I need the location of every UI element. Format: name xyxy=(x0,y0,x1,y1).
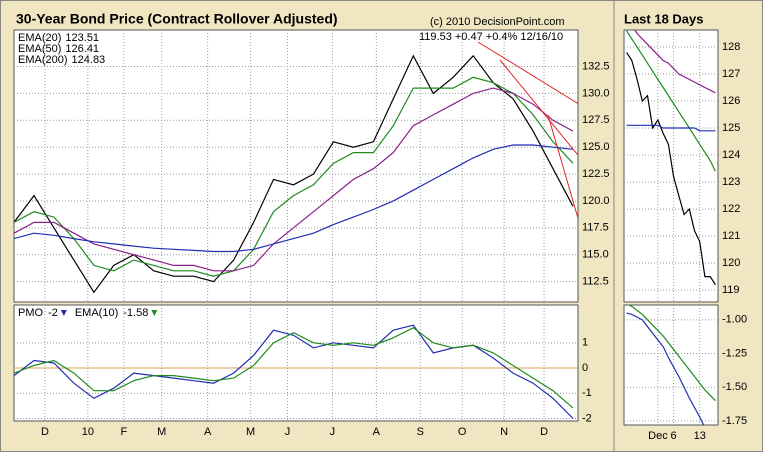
plot-area xyxy=(13,29,579,303)
x-tick-label: D xyxy=(41,426,49,438)
trend-lines xyxy=(477,41,578,221)
y-tick-label: -1 xyxy=(582,387,592,399)
series-line xyxy=(627,305,716,402)
x-tick-label: N xyxy=(500,426,508,438)
series-line xyxy=(634,30,716,94)
y-tick-label: 121 xyxy=(722,230,740,242)
legend-arrow xyxy=(60,310,67,316)
y-tick-label: -1.25 xyxy=(722,347,747,359)
plot-area xyxy=(13,304,579,422)
y-tick-label: 132.5 xyxy=(582,60,610,72)
x-tick-label: F xyxy=(120,426,127,438)
x-tick-label: O xyxy=(458,426,467,438)
series-line xyxy=(14,326,574,409)
legend-name: EMA(200) xyxy=(18,54,68,66)
y-tick-label: -1.00 xyxy=(722,314,747,326)
legend-value: -2 xyxy=(48,307,58,319)
x-tick-label: J xyxy=(285,426,291,438)
y-tick-label: 130.0 xyxy=(582,87,610,99)
series-line xyxy=(626,52,716,286)
legend-name: EMA(20) xyxy=(18,32,61,44)
plot-area xyxy=(623,304,719,426)
y-tick-label: -1.75 xyxy=(722,415,747,427)
x-tick-label: D xyxy=(540,426,548,438)
series-line xyxy=(14,144,574,253)
series-group xyxy=(626,30,716,286)
x-tick-label: 13 xyxy=(694,430,706,442)
x-tick-label: 10 xyxy=(82,426,94,438)
y-tick-label: 126 xyxy=(722,95,740,107)
plot-area xyxy=(623,29,719,303)
x-tick-label: A xyxy=(204,426,212,438)
legend-value: 124.83 xyxy=(72,54,106,66)
legend-name: EMA(10) xyxy=(75,307,118,319)
legend-value: -1.58 xyxy=(123,307,148,319)
trend-line xyxy=(499,59,578,156)
series-line xyxy=(626,312,705,425)
y-tick-label: -1.50 xyxy=(722,381,747,393)
x-tick-label: M xyxy=(246,426,255,438)
y-tick-label: 120.0 xyxy=(582,195,610,207)
panel-title: Last 18 Days xyxy=(624,11,704,26)
y-tick-label: 120 xyxy=(722,257,740,269)
chart-title: 30-Year Bond Price (Contract Rollover Ad… xyxy=(16,11,338,27)
legend-arrow xyxy=(151,310,158,316)
y-tick-label: -2 xyxy=(582,412,592,424)
series-line xyxy=(626,124,716,132)
trend-line xyxy=(547,114,578,221)
y-tick-label: 0 xyxy=(582,362,588,374)
y-tick-label: 1 xyxy=(582,337,588,349)
copyright: (c) 2010 DecisionPoint.com xyxy=(430,16,565,28)
x-tick-label: 6 xyxy=(671,430,677,442)
y-tick-label: 119 xyxy=(722,284,740,296)
series-group xyxy=(14,324,574,419)
y-tick-label: 125 xyxy=(722,122,740,134)
x-tick-label: S xyxy=(417,426,424,438)
y-tick-label: 117.5 xyxy=(582,222,609,234)
y-tick-label: 123 xyxy=(722,176,740,188)
y-tick-label: 112.5 xyxy=(582,275,609,287)
y-tick-label: 127.5 xyxy=(582,114,610,126)
x-tick-label: M xyxy=(157,426,166,438)
trend-line xyxy=(477,41,578,105)
series-line xyxy=(626,30,716,172)
x-tick-label: A xyxy=(373,426,381,438)
x-tick-label: Dec xyxy=(648,430,668,442)
series-line xyxy=(14,76,574,277)
y-tick-label: 115.0 xyxy=(582,249,609,261)
legend-name: EMA(50) xyxy=(18,43,61,55)
series-group xyxy=(14,54,574,294)
series-line xyxy=(14,54,574,294)
legend-value: 126.41 xyxy=(65,43,99,55)
y-tick-label: 127 xyxy=(722,68,740,80)
legend-name: PMO xyxy=(18,307,44,319)
y-tick-label: 122.5 xyxy=(582,168,610,180)
series-line xyxy=(14,324,574,419)
y-tick-label: 125.0 xyxy=(582,141,610,153)
legend-value: 123.51 xyxy=(65,32,99,44)
annotation: 119.53 +0.47 +0.4% 12/16/10 xyxy=(419,31,563,43)
y-tick-label: 128 xyxy=(722,41,740,53)
y-tick-label: 122 xyxy=(722,203,740,215)
y-tick-label: 124 xyxy=(722,149,740,161)
x-tick-label: J xyxy=(330,426,336,438)
series-group xyxy=(626,305,716,425)
series-line xyxy=(14,87,574,272)
